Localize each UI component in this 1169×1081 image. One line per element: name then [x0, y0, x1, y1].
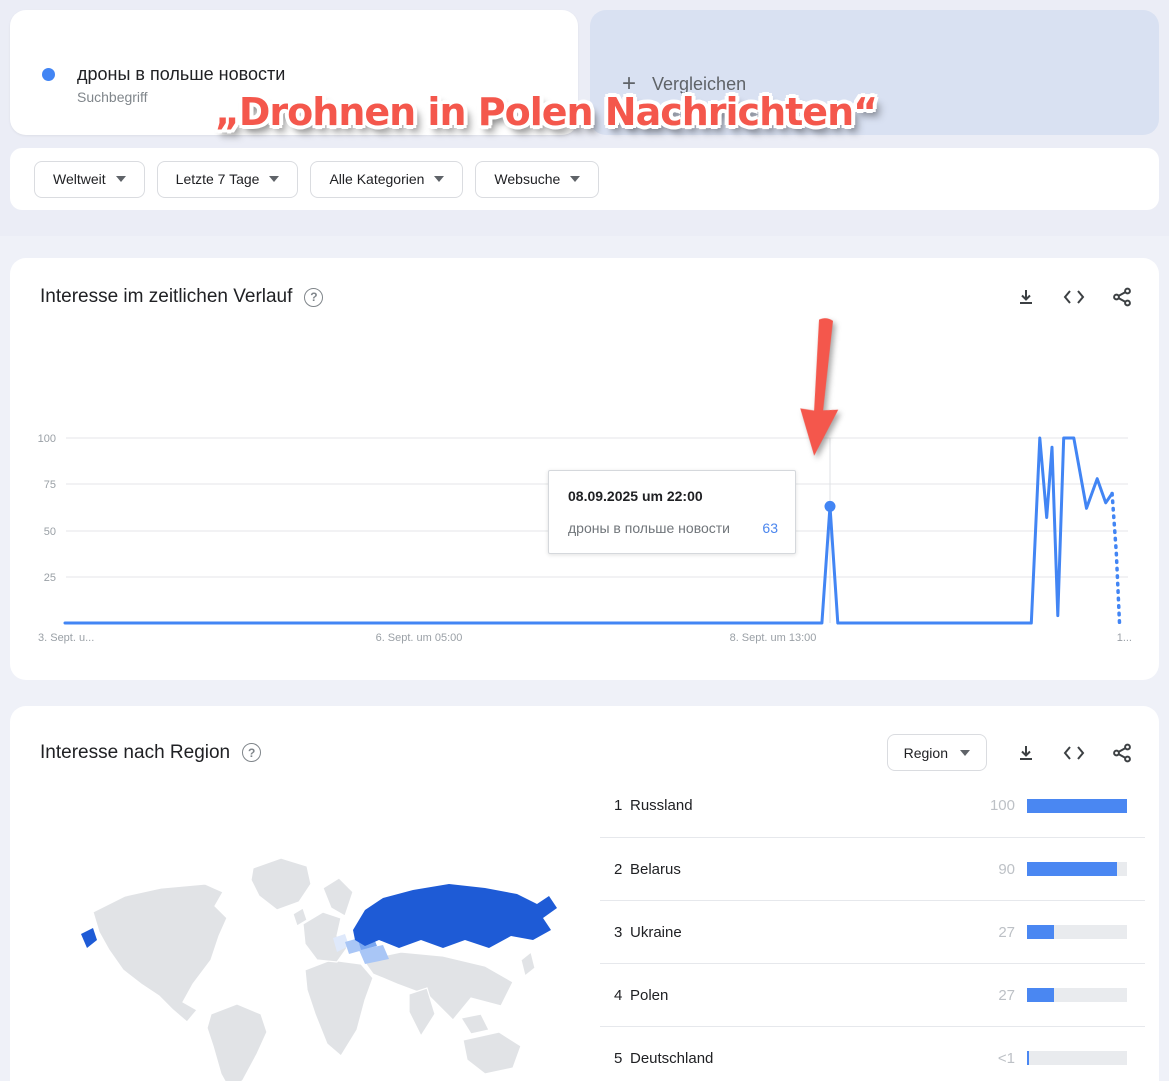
chevron-down-icon [115, 176, 126, 182]
map-south-america [206, 1003, 268, 1081]
svg-text:25: 25 [44, 572, 56, 584]
timeseries-chart[interactable]: 100 75 50 25 3. Sept. u... 6. Sept. um 0… [10, 416, 1159, 656]
region-value: 27 [998, 986, 1015, 1004]
region-bar [1027, 862, 1127, 876]
region-name: Belarus [630, 860, 681, 878]
region-name: Russland [630, 797, 693, 814]
map-ukraine [359, 945, 389, 964]
map-russia [353, 884, 557, 948]
region-level-dropdown[interactable]: Region [886, 734, 987, 771]
share-icon[interactable] [1111, 742, 1133, 764]
region-bar [1027, 798, 1127, 813]
chart-tooltip: 08.09.2025 um 22:00 дроны в польше новос… [548, 470, 796, 554]
filter-search-type-label: Websuche [494, 171, 561, 187]
svg-text:50: 50 [44, 526, 56, 538]
world-map[interactable] [65, 792, 580, 1081]
map-germany [333, 934, 349, 952]
compare-label: Vergleichen [652, 73, 747, 94]
filter-category[interactable]: Alle Kategorien [310, 160, 464, 198]
rank: 5 [614, 1049, 623, 1067]
x-axis-ticks: 3. Sept. u... 6. Sept. um 05:00 8. Sept.… [38, 632, 1132, 644]
region-row-russland[interactable]: 1 Russland 100 [600, 774, 1145, 837]
filter-bar: Weltweit Letzte 7 Tage Alle Kategorien W… [10, 148, 1159, 210]
svg-text:3. Sept. u...: 3. Sept. u... [38, 632, 94, 644]
rank: 4 [614, 986, 623, 1004]
filter-geo-label: Weltweit [53, 171, 106, 187]
regions-title: Interesse nach Region [40, 741, 231, 763]
region-row-deutschland[interactable]: 5 Deutschland <1 [600, 1026, 1145, 1081]
region-row-belarus[interactable]: 2 Belarus 90 [600, 837, 1145, 900]
chevron-down-icon [570, 176, 581, 182]
help-icon[interactable]: ? [242, 743, 262, 762]
region-row-ukraine[interactable]: 3 Ukraine 27 [600, 900, 1145, 963]
highlight-point [824, 500, 836, 512]
embed-icon[interactable] [1063, 286, 1085, 308]
interest-over-time-card: Interesse im zeitlichen Verlauf ? [10, 258, 1159, 680]
map-chukotka-sliver [81, 928, 97, 948]
series-color-dot [42, 68, 55, 81]
trend-line-solid [63, 436, 1114, 625]
region-value: <1 [997, 1049, 1015, 1067]
map-africa [304, 959, 374, 1057]
filter-category-label: Alle Kategorien [329, 171, 425, 187]
overlay-headline: „Drohnen in Polen Nachrichten“ [214, 90, 878, 134]
rank: 1 [614, 797, 623, 814]
filter-search-type[interactable]: Websuche [475, 160, 600, 198]
search-term-type: Suchbegriff [77, 89, 148, 105]
svg-text:100: 100 [38, 433, 56, 445]
map-north-america [92, 883, 228, 1023]
tooltip-date: 08.09.2025 um 22:00 [568, 488, 703, 504]
compare-card[interactable]: + Vergleichen [590, 10, 1159, 135]
region-value: 90 [998, 860, 1015, 878]
region-bar [1027, 1051, 1127, 1065]
region-value: 100 [989, 797, 1015, 814]
trend-line-dotted [1110, 491, 1122, 625]
svg-text:6. Sept. um 05:00: 6. Sept. um 05:00 [376, 632, 463, 644]
chevron-down-icon [269, 176, 280, 182]
chevron-down-icon [434, 176, 445, 182]
map-uk [292, 907, 308, 927]
download-icon[interactable] [1015, 286, 1037, 308]
plus-icon: + [622, 70, 637, 97]
map-australia [462, 1031, 522, 1075]
region-name: Deutschland [630, 1049, 714, 1067]
filter-geo[interactable]: Weltweit [34, 160, 145, 198]
map-greenland [250, 857, 312, 911]
map-se-asia [460, 1013, 490, 1035]
chevron-down-icon [960, 749, 970, 756]
filter-time-label: Letzte 7 Tage [175, 171, 260, 187]
search-term: дроны в польше новости [77, 64, 286, 84]
timeseries-title: Interesse im zeitlichen Verlauf [40, 286, 293, 307]
region-dropdown-label: Region [903, 744, 948, 761]
svg-text:75: 75 [44, 479, 56, 491]
download-icon[interactable] [1015, 742, 1037, 764]
embed-icon[interactable] [1063, 742, 1085, 764]
region-bar [1027, 925, 1127, 939]
rank: 3 [614, 923, 623, 941]
help-icon[interactable]: ? [304, 287, 324, 307]
svg-text:1...: 1... [1117, 632, 1132, 644]
svg-text:8. Sept. um 13:00: 8. Sept. um 13:00 [730, 632, 817, 644]
map-japan [520, 950, 536, 978]
region-bar [1027, 988, 1127, 1002]
map-scandinavia [322, 877, 354, 917]
region-name: Ukraine [630, 923, 682, 941]
tooltip-term: дроны в польше новости [568, 520, 730, 536]
search-term-card[interactable]: дроны в польше новости Suchbegriff [10, 10, 578, 135]
map-india [408, 987, 436, 1038]
interest-by-region-card: Interesse nach Region ? Region [10, 706, 1159, 1081]
share-icon[interactable] [1111, 286, 1133, 308]
region-value: 27 [998, 923, 1015, 941]
region-row-polen[interactable]: 4 Polen 27 [600, 963, 1145, 1026]
rank: 2 [614, 860, 623, 878]
tooltip-value: 63 [762, 520, 778, 536]
filter-time[interactable]: Letzte 7 Tage [156, 160, 299, 198]
region-ranking-list: 1 Russland 100 2 Belarus 90 3 Ukraine 27… [600, 774, 1145, 1081]
region-name: Polen [630, 986, 669, 1004]
y-axis-ticks: 100 75 50 25 [38, 433, 56, 584]
map-asia [361, 951, 514, 1021]
red-arrow-annotation [800, 318, 839, 456]
